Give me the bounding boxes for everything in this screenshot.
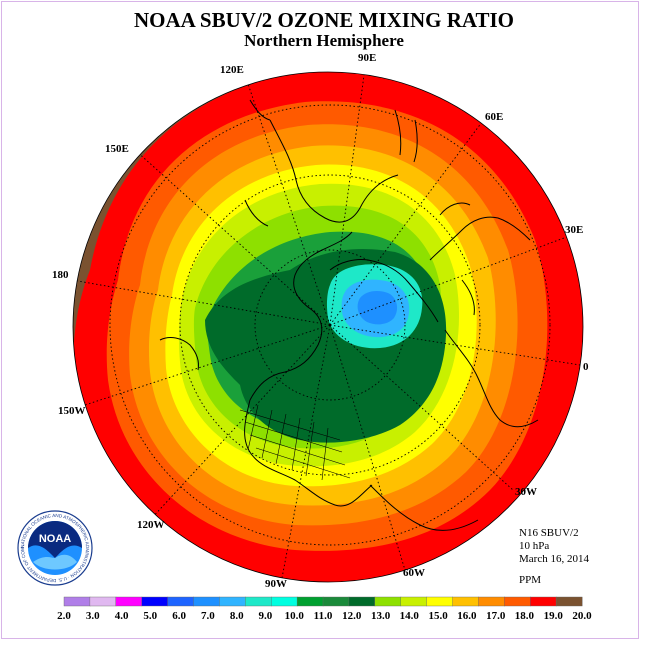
colorbar-tick-label: 19.0	[544, 610, 564, 622]
lon-label-90e: 90E	[358, 52, 376, 64]
colorbar-tick-label: 6.0	[172, 610, 186, 622]
product-info: N16 SBUV/2 10 hPa March 16, 2014	[519, 527, 589, 566]
colorbar-tick-label: 5.0	[143, 610, 157, 622]
map-title: NOAA SBUV/2 OZONE MIXING RATIO	[134, 8, 514, 32]
ozone-contours	[73, 72, 583, 582]
longitude-labels: 90E 60E 30E 0 30W 60W 90W 120W 150W 180 …	[52, 52, 589, 590]
lon-label-120e: 120E	[220, 64, 244, 76]
colorbar-tick-label: 3.0	[86, 610, 100, 622]
colorbar-tick-label: 16.0	[457, 610, 477, 622]
colorbar-swatch	[63, 596, 91, 607]
lon-label-90w: 90W	[265, 578, 287, 590]
colorbar-tick-label: 20.0	[572, 610, 592, 622]
graticule	[73, 72, 581, 579]
lon-label-150e: 150E	[105, 143, 129, 155]
coastlines	[159, 99, 539, 531]
map-subtitle: Northern Hemisphere	[244, 31, 404, 50]
colorbar-swatch	[478, 596, 505, 607]
colorbar-swatch	[141, 596, 169, 607]
colorbar-swatch	[452, 596, 479, 607]
colorbar-tick-label: 8.0	[230, 610, 244, 622]
colorbar-swatch	[504, 596, 531, 607]
lon-label-30w: 30W	[515, 486, 537, 498]
colorbar-tick-label: 9.0	[259, 610, 273, 622]
colorbar-tick-label: 12.0	[342, 610, 362, 622]
colorbar-tick-label: 14.0	[400, 610, 420, 622]
lon-label-60e: 60E	[485, 111, 503, 123]
instrument-label: N16 SBUV/2	[519, 527, 579, 539]
colorbar-swatch	[530, 596, 557, 607]
figure-frame	[1, 1, 639, 639]
colorbar-swatch	[245, 596, 272, 607]
lon-label-150w: 150W	[58, 405, 86, 417]
band-7-8	[357, 290, 398, 325]
lon-label-60w: 60W	[403, 567, 425, 579]
colorbar-swatch	[426, 596, 454, 607]
colorbar-swatch	[167, 596, 195, 607]
colorbar-swatch	[193, 596, 220, 607]
noaa-logo-text: NOAA	[39, 533, 71, 545]
lon-label-120w: 120W	[137, 519, 165, 531]
us-state-lines	[239, 404, 351, 481]
date-label: March 16, 2014	[519, 553, 589, 565]
colorbar-swatch	[271, 596, 298, 607]
colorbar-tick-label: 13.0	[371, 610, 391, 622]
noaa-logo: NOAA NATIONAL OCEANIC AND ATMOSPHERIC AD…	[17, 510, 93, 586]
colorbar-tick-label: 7.0	[201, 610, 215, 622]
pressure-level-label: 10 hPa	[519, 540, 550, 552]
globe-outline	[72, 71, 584, 583]
colorbar-tick-label: 2.0	[57, 610, 71, 622]
colorbar-swatch	[348, 596, 376, 607]
colorbar-swatch	[89, 596, 117, 607]
colorbar-swatch	[219, 596, 246, 607]
colorbar-tick-label: 17.0	[486, 610, 506, 622]
colorbar-swatch	[400, 596, 428, 607]
colorbar	[63, 596, 583, 607]
colorbar-tick-label: 18.0	[515, 610, 535, 622]
lon-label-180: 180	[52, 269, 69, 281]
colorbar-swatch	[322, 596, 350, 607]
colorbar-tick-label: 10.0	[285, 610, 305, 622]
colorbar-tick-label: 11.0	[314, 610, 333, 622]
lon-label-0: 0	[583, 361, 589, 373]
colorbar-tick-label: 4.0	[115, 610, 129, 622]
colorbar-swatch	[374, 596, 402, 607]
colorbar-swatch	[296, 596, 324, 607]
lon-label-30e: 30E	[565, 224, 583, 236]
colorbar-ticks: 2.0 3.0 4.0 5.0 6.0 7.0 8.0 9.0 10.0 11.0 12.0 13.0…	[57, 610, 592, 622]
colorbar-swatch	[555, 596, 583, 607]
unit-label: PPM	[519, 574, 542, 586]
colorbar-swatch	[115, 596, 143, 607]
colorbar-tick-label: 15.0	[428, 610, 448, 622]
